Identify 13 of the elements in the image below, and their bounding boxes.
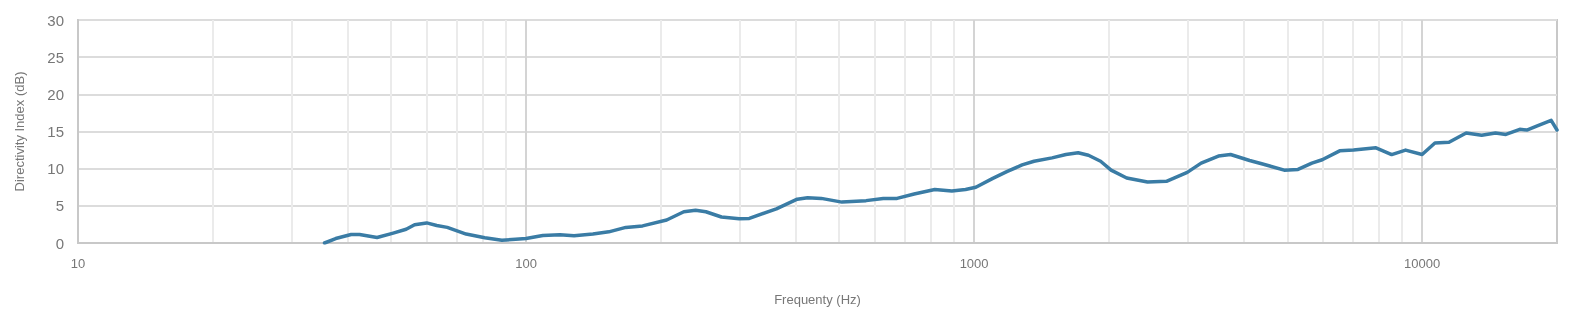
- x-tick-label: 10000: [1404, 256, 1441, 271]
- x-axis-title: Frequenty (Hz): [774, 292, 861, 307]
- y-tick-label: 5: [55, 197, 64, 215]
- y-tick-label: 10: [47, 160, 64, 178]
- y-tick-label: 25: [47, 48, 64, 66]
- y-tick-label: 20: [47, 85, 64, 103]
- y-tick-label: 0: [55, 234, 64, 252]
- x-tick-label: 10: [70, 256, 86, 271]
- y-tick-label: 30: [47, 11, 64, 29]
- y-tick-label: 15: [47, 123, 64, 140]
- y-axis-title: Directivity Index (dB): [12, 71, 27, 192]
- x-tick-label: 1000: [959, 256, 989, 271]
- x-tick-label: 100: [515, 256, 537, 271]
